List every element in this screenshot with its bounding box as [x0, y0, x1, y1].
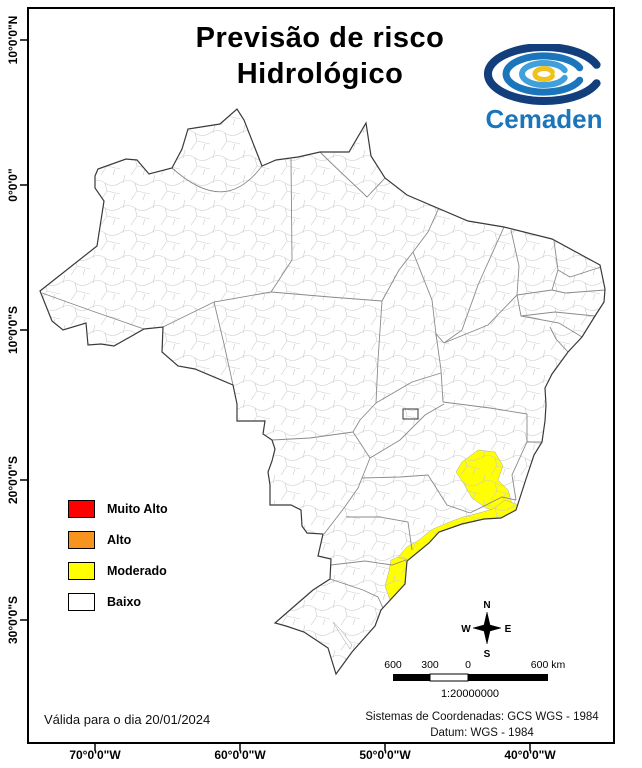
state-borders — [41, 151, 605, 609]
compass-rose: N S E W — [461, 600, 511, 660]
scale-tick-300: 300 — [421, 659, 439, 671]
legend-item-muito-alto: Muito Alto — [68, 500, 168, 518]
map-frame — [27, 7, 615, 744]
legend-label-baixo: Baixo — [107, 595, 142, 609]
legend-item-baixo: Baixo — [68, 593, 168, 611]
scale-tick-600km: 600 km — [531, 659, 566, 671]
legend-swatch-moderado — [68, 562, 95, 580]
cemaden-wordmark: Cemaden — [485, 104, 602, 134]
lat-label-0: 0°0'0" — [6, 168, 20, 202]
scale-segment-white — [429, 673, 469, 682]
cemaden-logo: Cemaden — [484, 44, 603, 134]
legend-item-alto: Alto — [68, 531, 168, 549]
title-line1: Previsão de risco — [195, 22, 445, 54]
legend-label-alto: Alto — [107, 533, 132, 547]
lat-label-10n: 10°0'0"N — [6, 15, 20, 65]
lat-label-30s: 30°0'0"S — [6, 595, 20, 645]
lat-label-20s: 20°0'0"S — [6, 455, 20, 505]
scale-segment-black-1 — [393, 674, 430, 681]
lagoon — [332, 621, 353, 650]
scale-tick-600: 600 — [384, 659, 402, 671]
lon-label-70w: 70°0'0"W — [69, 748, 121, 762]
risk-legend: Muito Alto Alto Moderado Baixo — [68, 500, 168, 624]
scale-tick-0: 0 — [465, 659, 471, 671]
graticule-ticks — [20, 39, 531, 751]
page-title: Previsão de risco Hidrológico — [110, 20, 530, 93]
crs-line2: Datum: WGS - 1984 — [430, 726, 534, 739]
lat-label-10s: 10°0'0"S — [6, 305, 20, 355]
scale-bar: 600 300 0 600 km 1:20000000 — [384, 659, 565, 700]
coordinate-system-text: Sistemas de Coordenadas: GCS WGS - 1984 … — [352, 710, 612, 741]
legend-swatch-baixo — [68, 593, 95, 611]
legend-swatch-muito-alto — [68, 500, 95, 518]
legend-label-muito-alto: Muito Alto — [107, 502, 168, 516]
compass-w-label: W — [461, 624, 471, 635]
df-rectangle — [402, 408, 419, 420]
legend-label-moderado: Moderado — [107, 564, 167, 578]
scale-segment-black-2 — [468, 674, 548, 681]
legend-swatch-alto — [68, 531, 95, 549]
validity-text: Válida para o dia 20/01/2024 — [44, 712, 211, 727]
lon-label-40w: 40°0'0"W — [504, 748, 556, 762]
compass-s-label: S — [484, 649, 491, 660]
legend-item-moderado: Moderado — [68, 562, 168, 580]
compass-n-label: N — [483, 600, 490, 611]
scale-ratio: 1:20000000 — [441, 688, 499, 700]
compass-e-label: E — [505, 624, 512, 635]
crs-line1: Sistemas de Coordenadas: GCS WGS - 1984 — [365, 711, 599, 723]
lon-label-60w: 60°0'0"W — [214, 748, 266, 762]
title-line2: Hidrológico — [236, 58, 404, 91]
compass-star-icon — [472, 611, 502, 645]
cemaden-eye-icon — [484, 44, 601, 105]
lon-label-50w: 50°0'0"W — [359, 748, 411, 762]
